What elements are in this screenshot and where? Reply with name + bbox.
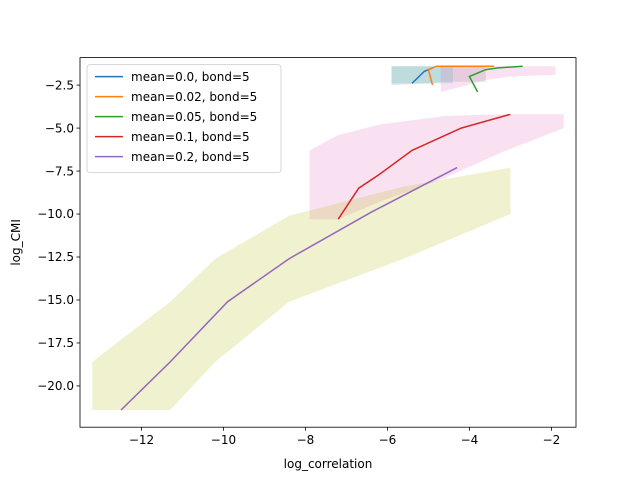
legend-entry-label: mean=0.05, bond=5 xyxy=(131,110,257,124)
plot-frame xyxy=(79,57,577,428)
y-tick-label: −2.5 xyxy=(45,78,74,92)
legend-entry-label: mean=0.1, bond=5 xyxy=(131,130,250,144)
legend-entry-label: mean=0.0, bond=5 xyxy=(131,70,250,84)
y-axis-ticks: −2.5 −5.0 −7.5 −10.0 −12.5 −15.0 −17.5 −20.0 xyxy=(37,78,80,393)
y-tick-label: −12.5 xyxy=(37,250,74,264)
line-series-2 xyxy=(468,65,523,93)
legend: mean=0.0, bond=5 mean=0.02, bond=5 mean=0.… xyxy=(86,64,282,173)
y-tick-label: −20.0 xyxy=(37,379,74,393)
legend-box xyxy=(86,64,282,173)
x-tick-label: −2 xyxy=(543,433,561,447)
band-series-0 xyxy=(391,66,453,84)
x-tick-label: −4 xyxy=(461,433,479,447)
x-tick-label: −8 xyxy=(297,433,315,447)
y-axis-label: log_CMI xyxy=(9,219,23,266)
legend-entry-label: mean=0.2, bond=5 xyxy=(131,150,250,164)
band-series-2 xyxy=(440,66,556,92)
x-tick-label: −6 xyxy=(379,433,397,447)
y-tick-label: −15.0 xyxy=(37,293,74,307)
band-series-3 xyxy=(309,114,564,220)
x-tick-label: −10 xyxy=(211,433,236,447)
y-tick-label: −10.0 xyxy=(37,207,74,221)
line-series-1 xyxy=(427,65,494,86)
line-series-3 xyxy=(337,113,511,220)
legend-entry-label: mean=0.02, bond=5 xyxy=(131,90,257,104)
x-axis-ticks: −12 −10 −8 −6 −4 −2 xyxy=(129,427,560,447)
line-series-4 xyxy=(120,166,458,411)
band-series-4 xyxy=(92,167,511,410)
confidence-bands xyxy=(92,66,564,410)
series-lines xyxy=(120,65,523,411)
y-tick-label: −17.5 xyxy=(37,336,74,350)
x-tick-label: −12 xyxy=(129,433,154,447)
x-axis-label: log_correlation xyxy=(284,457,373,471)
y-tick-label: −7.5 xyxy=(45,164,74,178)
y-tick-label: −5.0 xyxy=(45,121,74,135)
